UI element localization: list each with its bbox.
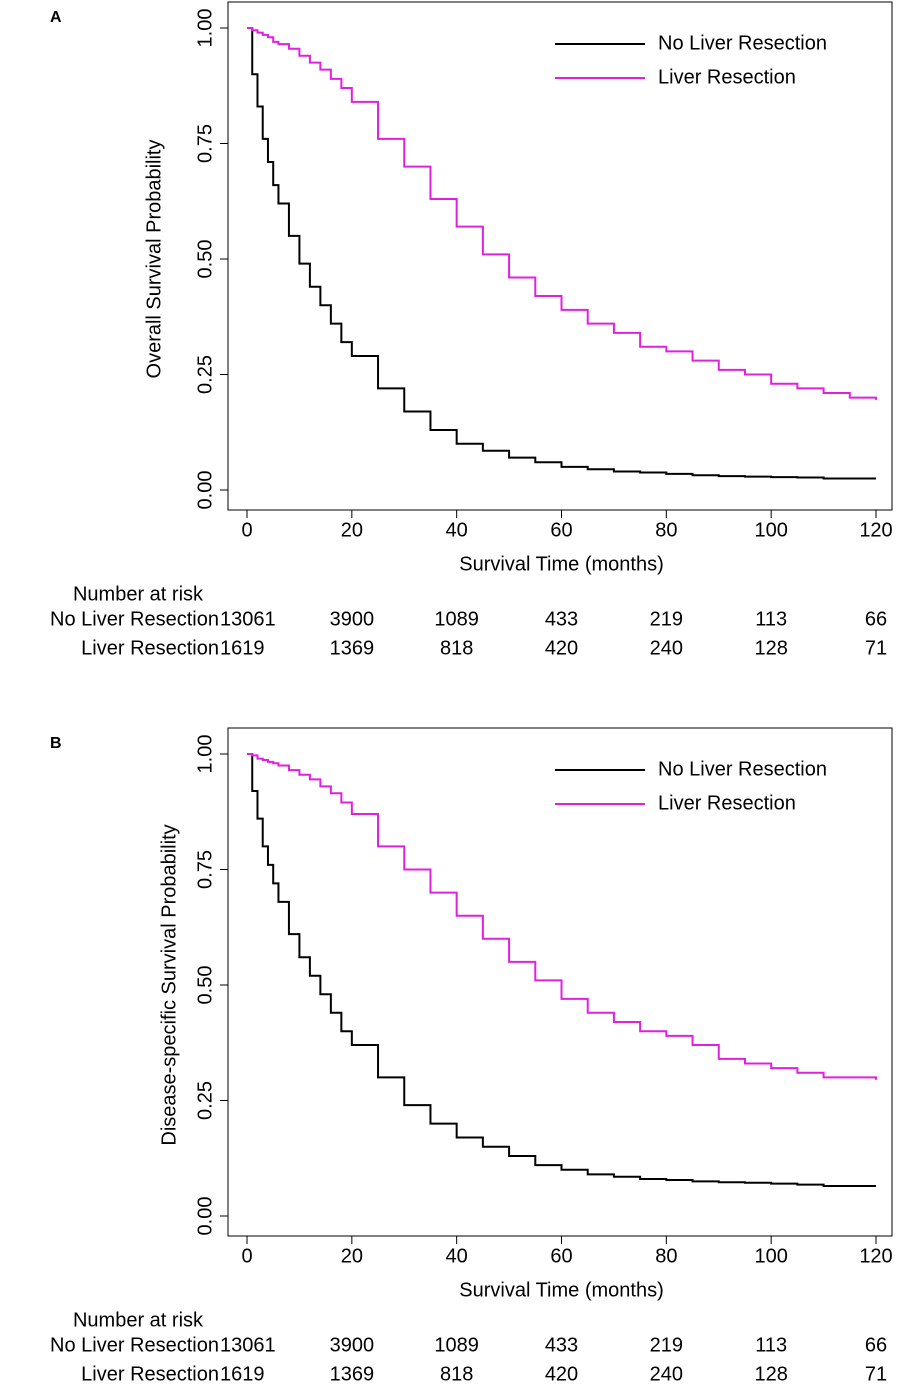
legend-label: Liver Resection (658, 66, 796, 88)
y-axis-title: Overall Survival Probability (143, 140, 165, 379)
x-tick-label: 80 (655, 519, 677, 541)
x-tick-label: 120 (859, 1245, 892, 1267)
risk-count: 1619 (220, 637, 265, 659)
risk-count: 1369 (330, 1363, 375, 1385)
risk-count: 1089 (434, 608, 479, 630)
risk-row-label: No Liver Resection (50, 608, 219, 630)
risk-count: 71 (865, 637, 887, 659)
risk-count: 420 (545, 637, 578, 659)
x-tick-label: 20 (341, 519, 363, 541)
panel: A 0.00 0.25 0.50 0.75 1.00 0 20 40 60 80 100 120 Surv… (50, 1, 893, 659)
risk-count: 1089 (434, 1334, 479, 1356)
risk-count: 420 (545, 1363, 578, 1385)
risk-count: 3900 (330, 608, 375, 630)
x-tick-label: 100 (754, 1245, 787, 1267)
x-tick-label: 100 (754, 519, 787, 541)
risk-count: 128 (754, 637, 787, 659)
risk-count: 71 (865, 1363, 887, 1385)
y-tick-label: 0.75 (194, 124, 216, 163)
panel-label: A (50, 9, 62, 26)
risk-count: 128 (754, 1363, 787, 1385)
risk-count: 113 (755, 1334, 787, 1356)
risk-table-title: Number at risk (73, 583, 204, 605)
risk-count: 3900 (330, 1334, 375, 1356)
legend-label: No Liver Resection (658, 758, 827, 780)
y-tick-label: 0.25 (194, 1081, 216, 1120)
plot-frame (227, 1, 893, 511)
y-tick-label: 0.50 (194, 966, 216, 1005)
panel: B 0.00 0.25 0.50 0.75 1.00 0 20 40 60 80 100 120 Surv… (50, 727, 893, 1385)
risk-count: 240 (650, 637, 683, 659)
x-tick-label: 20 (341, 1245, 363, 1267)
x-tick-label: 60 (550, 519, 572, 541)
risk-count: 433 (545, 1334, 578, 1356)
x-axis-title: Survival Time (months) (459, 553, 664, 575)
y-tick-label: 0.75 (194, 850, 216, 889)
risk-count: 113 (755, 608, 787, 630)
x-tick-label: 0 (241, 519, 252, 541)
risk-count: 240 (650, 1363, 683, 1385)
legend-label: No Liver Resection (658, 32, 827, 54)
risk-count: 1369 (330, 637, 375, 659)
survival-curve (247, 753, 876, 1187)
risk-row-label: No Liver Resection (50, 1334, 219, 1356)
x-tick-label: 40 (446, 519, 468, 541)
risk-count: 66 (865, 1334, 887, 1356)
plot-frame (227, 727, 893, 1237)
risk-count: 818 (440, 637, 473, 659)
x-tick-label: 40 (446, 1245, 468, 1267)
survival-curve (247, 27, 877, 400)
risk-count: 13061 (220, 608, 276, 630)
risk-count: 13061 (220, 1334, 276, 1356)
x-tick-label: 60 (550, 1245, 572, 1267)
y-tick-label: 1.00 (194, 735, 216, 774)
y-axis-title: Disease-specific Survival Probability (158, 824, 180, 1145)
risk-count: 219 (650, 608, 683, 630)
x-tick-label: 0 (241, 1245, 252, 1267)
x-axis-title: Survival Time (months) (459, 1279, 664, 1301)
y-tick-label: 0.50 (194, 240, 216, 279)
x-tick-label: 120 (859, 519, 892, 541)
risk-count: 219 (650, 1334, 683, 1356)
survival-curve (247, 753, 877, 1080)
y-tick-label: 0.00 (194, 1197, 216, 1236)
risk-count: 1619 (220, 1363, 265, 1385)
legend-label: Liver Resection (658, 792, 796, 814)
risk-count: 433 (545, 608, 578, 630)
y-tick-label: 0.25 (194, 355, 216, 394)
survival-curve (247, 27, 876, 480)
y-tick-label: 1.00 (194, 9, 216, 48)
risk-row-label: Liver Resection (81, 637, 219, 659)
risk-table-title: Number at risk (73, 1309, 204, 1331)
panel-label: B (50, 735, 62, 752)
risk-count: 66 (865, 608, 887, 630)
x-tick-label: 80 (655, 1245, 677, 1267)
y-tick-label: 0.00 (194, 471, 216, 510)
risk-row-label: Liver Resection (81, 1363, 219, 1385)
risk-count: 818 (440, 1363, 473, 1385)
